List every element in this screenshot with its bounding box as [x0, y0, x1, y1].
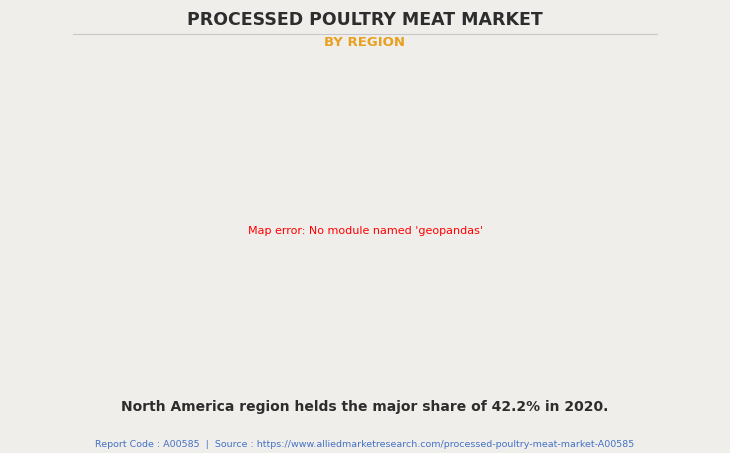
- Text: North America region helds the major share of 42.2% in 2020.: North America region helds the major sha…: [121, 400, 609, 414]
- Text: Report Code : A00585  |  Source : https://www.alliedmarketresearch.com/processed: Report Code : A00585 | Source : https://…: [96, 440, 634, 449]
- Text: Map error: No module named 'geopandas': Map error: No module named 'geopandas': [247, 226, 483, 236]
- Text: BY REGION: BY REGION: [325, 36, 405, 49]
- Text: PROCESSED POULTRY MEAT MARKET: PROCESSED POULTRY MEAT MARKET: [187, 11, 543, 29]
